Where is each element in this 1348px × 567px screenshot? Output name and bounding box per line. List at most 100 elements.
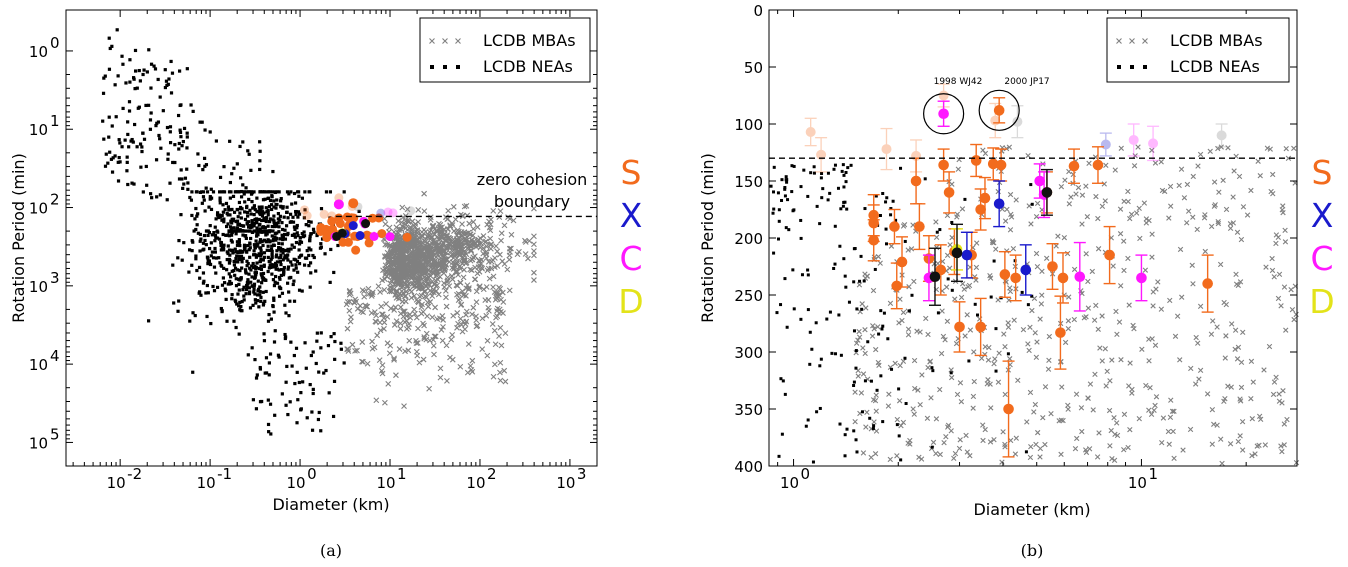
nea-point <box>126 133 129 136</box>
nea-point <box>951 289 954 292</box>
mba-point <box>1156 280 1161 285</box>
nea-point <box>249 306 252 309</box>
nea-point <box>309 235 312 238</box>
mba-point <box>382 400 387 405</box>
nea-point <box>110 158 113 161</box>
mba-point <box>1034 355 1039 360</box>
nea-point <box>262 211 265 214</box>
nea-point <box>240 195 243 198</box>
nea-point <box>228 280 231 283</box>
nea-point <box>269 403 272 406</box>
mba-point <box>1108 378 1113 383</box>
nea-point <box>243 190 246 193</box>
nea-point <box>777 191 780 194</box>
nea-point <box>277 230 280 233</box>
mba-point <box>1086 396 1091 401</box>
nea-point <box>827 172 830 175</box>
mba-point <box>1290 307 1295 312</box>
mba-point <box>1001 430 1006 435</box>
mba-point <box>1267 344 1272 349</box>
nea-point <box>149 192 152 195</box>
mba-point <box>485 353 490 358</box>
mba-point <box>451 313 456 318</box>
nea-point <box>270 273 273 276</box>
nea-point <box>827 198 830 201</box>
nea-point <box>305 367 308 370</box>
nea-point <box>259 366 262 369</box>
mba-point <box>1173 334 1178 339</box>
mba-point <box>1104 163 1109 168</box>
mba-point <box>470 369 475 374</box>
nea-point <box>241 224 244 227</box>
mba-point <box>498 325 503 330</box>
nea-point <box>325 190 328 193</box>
nea-point <box>214 271 217 274</box>
legend-nea-glyph <box>443 65 447 69</box>
point-marker <box>897 257 908 268</box>
nea-point <box>167 83 170 86</box>
mba-point <box>1178 247 1183 252</box>
mba-point <box>1154 394 1159 399</box>
nea-point <box>842 257 845 260</box>
nea-point <box>286 248 289 251</box>
point-marker <box>1055 327 1066 338</box>
panel-b-target-point <box>993 181 1005 227</box>
nea-point <box>191 371 194 374</box>
nea-point <box>898 434 901 437</box>
mba-point <box>444 304 449 309</box>
nea-point <box>142 190 145 193</box>
nea-point <box>259 240 262 243</box>
nea-point <box>311 429 314 432</box>
nea-point <box>242 257 245 260</box>
mba-point <box>1076 185 1081 190</box>
mba-point <box>1208 149 1213 154</box>
nea-point <box>222 165 225 168</box>
nea-point <box>772 208 775 211</box>
mba-point <box>1191 281 1196 286</box>
mba-point <box>1226 145 1231 150</box>
nea-point <box>201 168 204 171</box>
y-tick-label: 100 <box>734 116 763 134</box>
panel-b-faded-point <box>1147 126 1159 160</box>
mba-point <box>1198 304 1203 309</box>
mba-point <box>449 337 454 342</box>
nea-point <box>270 263 273 266</box>
nea-point <box>255 261 258 264</box>
panel-b-target-point <box>935 245 947 295</box>
mba-point <box>945 319 950 324</box>
nea-point <box>786 198 789 201</box>
nea-point <box>904 240 907 243</box>
y-tick-label: 50 <box>744 59 763 77</box>
nea-point <box>229 181 232 184</box>
nea-point <box>248 290 251 293</box>
legend-mba-label: LCDB MBAs <box>1170 31 1263 50</box>
nea-point <box>271 190 274 193</box>
mba-point <box>502 223 507 228</box>
mba-point <box>1130 391 1135 396</box>
mba-point <box>1161 416 1166 421</box>
nea-point <box>214 217 217 220</box>
mba-point <box>1198 368 1203 373</box>
nea-point <box>237 215 240 218</box>
mba-point <box>438 375 443 380</box>
nea-point <box>255 219 258 222</box>
nea-point <box>279 237 282 240</box>
nea-point <box>273 284 276 287</box>
mba-point <box>531 278 536 283</box>
nea-point <box>277 225 280 228</box>
mba-point <box>345 326 350 331</box>
nea-point <box>285 381 288 384</box>
nea-point <box>950 371 953 374</box>
mba-point <box>1280 401 1285 406</box>
y-tick-exponent: 0 <box>50 34 60 52</box>
nea-point <box>307 254 310 257</box>
mba-point <box>1126 445 1131 450</box>
nea-point <box>248 256 251 259</box>
mba-point <box>523 252 528 257</box>
x-tick-label: 10 <box>466 474 485 492</box>
mba-point <box>1114 421 1119 426</box>
nea-point <box>259 260 262 263</box>
nea-point <box>253 284 256 287</box>
nea-point <box>190 264 193 267</box>
nea-point <box>124 139 127 142</box>
